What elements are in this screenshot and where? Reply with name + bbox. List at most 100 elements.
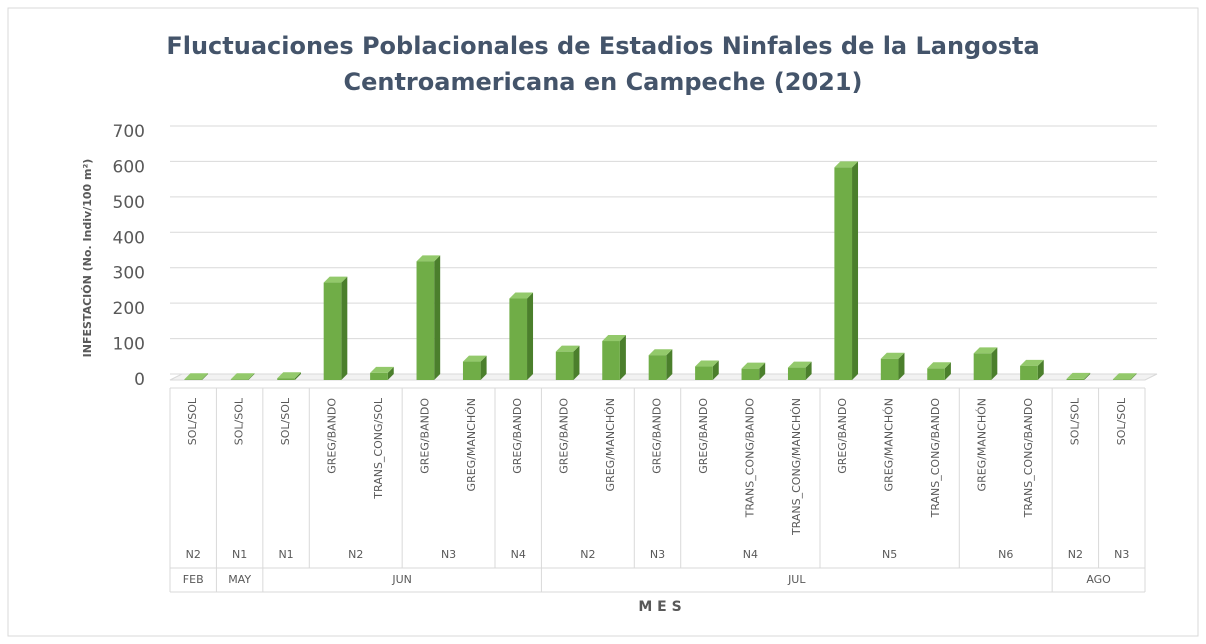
bar-side (202, 373, 209, 380)
bar-top (834, 161, 859, 168)
bar-side (434, 255, 441, 380)
x-tick-label: TRANS_CONG/BANDO (929, 398, 942, 519)
bar-top (416, 255, 441, 262)
bar (462, 361, 481, 380)
bar (555, 351, 574, 380)
x-tick-label: SOL/SOL (279, 397, 292, 445)
bar-side (898, 352, 905, 380)
month-label: JUL (787, 573, 806, 586)
bar-side (294, 372, 301, 380)
bar (602, 341, 620, 380)
stage-label: N4 (743, 548, 758, 561)
bar-top (648, 349, 673, 356)
x-tick-label: GREG/BANDO (511, 398, 524, 474)
y-axis-label: INFESTACIÓN (No. Indiv/100 m²) (81, 159, 94, 358)
bar-side (759, 362, 766, 380)
bar-side (387, 366, 394, 380)
bar-top (184, 373, 209, 380)
x-tick-label: GREG/BANDO (697, 398, 710, 474)
x-tick-label: GREG/BANDO (651, 398, 664, 474)
stage-label: N6 (998, 548, 1013, 561)
bar-side (666, 349, 673, 380)
y-tick-label: 200 (113, 299, 145, 319)
bar-side (991, 347, 998, 380)
bar-top (370, 366, 394, 373)
bar (1020, 365, 1038, 380)
bar (230, 379, 249, 380)
stage-label: N5 (882, 548, 897, 561)
y-tick-label: 300 (113, 264, 145, 284)
bar-top (787, 361, 812, 368)
bar-side (1130, 373, 1137, 380)
bar-top (462, 355, 487, 362)
bar-side (480, 355, 487, 380)
stage-label: N4 (511, 548, 526, 561)
bar-top (323, 276, 348, 283)
bar-top (973, 347, 998, 354)
y-tick-label: 400 (113, 228, 145, 248)
bar-top (1020, 359, 1044, 366)
bar-top (509, 292, 534, 299)
bar-top (602, 335, 626, 342)
bar (648, 355, 667, 380)
stage-label: N3 (441, 548, 456, 561)
x-axis-label: M E S (638, 599, 681, 615)
bar-side (248, 373, 255, 380)
month-label: AGO (1086, 573, 1111, 586)
bar (370, 372, 388, 380)
y-tick-label: 700 (113, 122, 145, 142)
bar (880, 358, 899, 380)
y-tick-label: 0 (134, 370, 145, 390)
y-tick-label: 100 (113, 335, 145, 355)
month-label: MAY (228, 573, 251, 586)
stage-label: N1 (232, 548, 247, 561)
bar-side (341, 276, 348, 380)
bar-top (230, 373, 255, 380)
bar-top (555, 345, 580, 352)
x-tick-label: GREG/MANCHÓN (976, 398, 989, 491)
bar-top (1112, 373, 1137, 380)
stage-label: N3 (1114, 548, 1129, 561)
chart-title: Fluctuaciones Poblacionales de Estadios … (166, 32, 1040, 96)
bar (277, 378, 295, 380)
stage-label: N2 (186, 548, 201, 561)
x-tick-label: TRANS_CONG/BANDO (743, 398, 756, 519)
bar-top (741, 362, 766, 369)
x-tick-label: GREG/BANDO (836, 398, 849, 474)
bar (1066, 378, 1085, 380)
bar-side (573, 345, 580, 380)
bar-side (1084, 372, 1091, 380)
x-tick-label: TRANS_CONG/SOL (372, 397, 385, 500)
y-tick-label: 600 (113, 157, 145, 177)
x-tick-label: SOL/SOL (186, 397, 199, 445)
x-tick-label: TRANS_CONG/BANDO (1022, 398, 1035, 519)
x-tick-label: GREG/BANDO (326, 398, 339, 474)
stage-label: N3 (650, 548, 665, 561)
bar-side (527, 292, 534, 380)
bar (323, 282, 342, 380)
y-tick-label: 500 (113, 193, 145, 213)
frame (7, 7, 1199, 637)
bar (184, 379, 203, 380)
stage-label: N2 (580, 548, 595, 561)
stage-label: N1 (278, 548, 293, 561)
bar-top (927, 362, 951, 369)
x-tick-label: SOL/SOL (1068, 397, 1081, 445)
bar (509, 298, 528, 380)
bar-side (944, 362, 951, 380)
x-tick-label: GREG/MANCHÓN (883, 398, 896, 491)
bar-top (277, 372, 301, 379)
bar (973, 353, 992, 380)
x-tick-label: GREG/BANDO (418, 398, 431, 474)
bar-top (1066, 372, 1091, 379)
bar (741, 368, 760, 380)
bar-side (852, 161, 859, 380)
bar-side (619, 335, 626, 380)
stage-label: N2 (1068, 548, 1083, 561)
x-tick-label: GREG/BANDO (558, 398, 571, 474)
month-label: FEB (183, 573, 204, 586)
x-tick-label: TRANS_CONG/MANCHÓN (790, 398, 803, 536)
bar (1112, 379, 1131, 380)
